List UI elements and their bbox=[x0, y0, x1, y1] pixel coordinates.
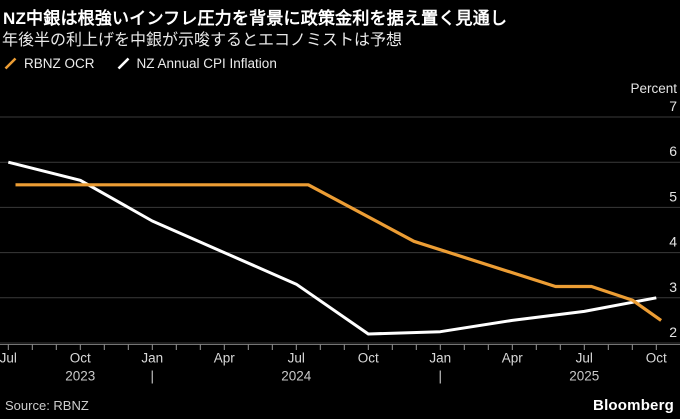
year-divider-mark: | bbox=[439, 369, 443, 384]
y-axis-tick-label: 3 bbox=[669, 279, 677, 295]
x-axis-month-label: Jul bbox=[576, 351, 593, 366]
x-axis-month-label: Oct bbox=[70, 351, 91, 366]
x-axis-month-label: Oct bbox=[646, 351, 667, 366]
x-axis-month-label: Apr bbox=[214, 351, 236, 366]
source-text: Source: RBNZ bbox=[5, 398, 89, 413]
legend-label-cpi: NZ Annual CPI Inflation bbox=[136, 56, 277, 71]
footer: Source: RBNZ Bloomberg bbox=[5, 397, 674, 414]
ocr-slash-icon bbox=[4, 57, 17, 70]
year-divider-mark: | bbox=[151, 369, 155, 384]
x-axis-year-label: 2025 bbox=[569, 369, 599, 384]
x-axis-month-label: Jul bbox=[288, 351, 305, 366]
y-axis-tick-label: 6 bbox=[669, 143, 677, 159]
chart-title: NZ中銀は根強いインフレ圧力を背景に政策金利を据え置く見通し bbox=[3, 9, 508, 28]
cpi-slash-icon bbox=[117, 57, 129, 70]
bloomberg-logo: Bloomberg bbox=[593, 397, 674, 414]
x-axis-month-label: Jul bbox=[0, 351, 17, 366]
y-axis-tick-label: 4 bbox=[669, 234, 677, 250]
x-axis-month-label: Jan bbox=[141, 351, 163, 366]
y-axis-unit-label: Percent bbox=[630, 81, 677, 96]
chart-subtitle: 年後半の利上げを中銀が示唆するとエコノミストは予想 bbox=[2, 32, 403, 49]
x-axis-year-label: 2023 bbox=[65, 369, 95, 384]
legend-label-ocr: RBNZ OCR bbox=[24, 56, 95, 71]
legend: RBNZ OCR NZ Annual CPI Inflation bbox=[4, 56, 277, 71]
legend-item-ocr: RBNZ OCR bbox=[4, 56, 95, 71]
x-axis-month-label: Oct bbox=[358, 351, 379, 366]
cpi-data-line bbox=[7, 160, 657, 336]
x-axis-month-label: Jan bbox=[429, 351, 451, 366]
x-axis-month-label: Apr bbox=[502, 351, 524, 366]
legend-item-cpi: NZ Annual CPI Inflation bbox=[117, 56, 277, 71]
x-axis-year-label: 2024 bbox=[281, 369, 312, 384]
y-axis-tick-label: 7 bbox=[669, 98, 677, 114]
ocr-data-line bbox=[15, 183, 663, 322]
y-axis-tick-label: 5 bbox=[669, 188, 677, 204]
y-axis-tick-label: 2 bbox=[669, 324, 677, 340]
cpi-slash-line bbox=[117, 57, 129, 70]
ocr-slash-line bbox=[4, 57, 17, 70]
